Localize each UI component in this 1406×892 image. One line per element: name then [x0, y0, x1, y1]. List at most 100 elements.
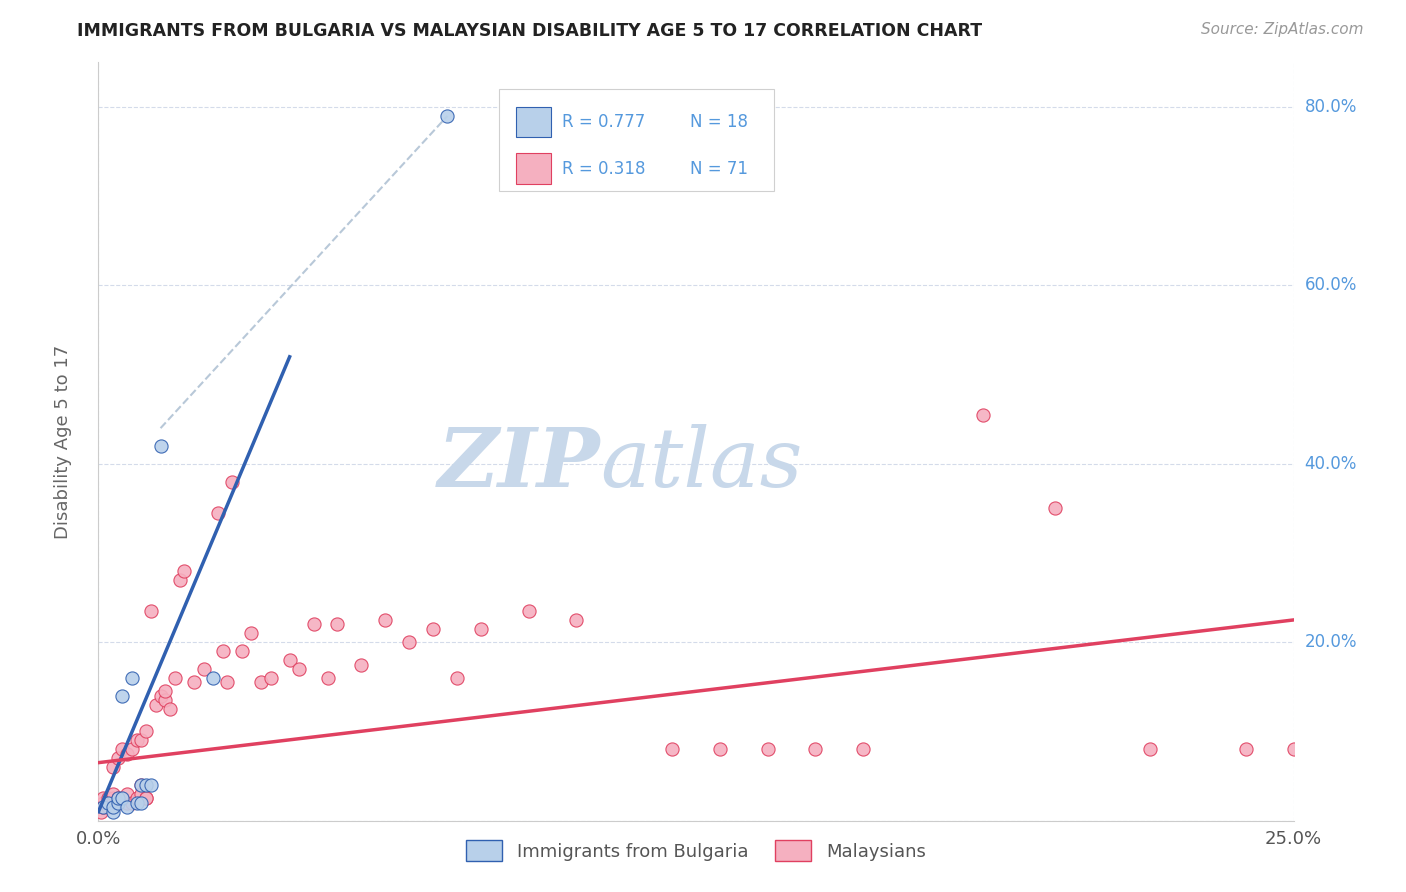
Point — [374, 613, 396, 627]
Point — [107, 796, 129, 810]
Point — [115, 787, 138, 801]
Point — [316, 671, 339, 685]
Point — [135, 724, 157, 739]
Point — [159, 702, 181, 716]
Point — [155, 693, 177, 707]
Point — [97, 791, 120, 805]
Point — [111, 791, 134, 805]
Point — [121, 796, 143, 810]
Point — [91, 796, 114, 810]
Point — [121, 742, 143, 756]
Point — [565, 613, 588, 627]
Point — [193, 662, 215, 676]
Point — [91, 791, 114, 805]
Point — [107, 751, 129, 765]
Text: N = 71: N = 71 — [690, 160, 748, 178]
Text: Source: ZipAtlas.com: Source: ZipAtlas.com — [1201, 22, 1364, 37]
Point — [125, 733, 148, 747]
Point — [1282, 742, 1305, 756]
Text: IMMIGRANTS FROM BULGARIA VS MALAYSIAN DISABILITY AGE 5 TO 17 CORRELATION CHART: IMMIGRANTS FROM BULGARIA VS MALAYSIAN DI… — [77, 22, 983, 40]
Point — [852, 742, 875, 756]
Text: R = 0.777: R = 0.777 — [562, 113, 645, 131]
Point — [111, 689, 134, 703]
Point — [436, 109, 458, 123]
Point — [302, 617, 325, 632]
Point — [135, 791, 157, 805]
Point — [131, 778, 153, 792]
Legend: Immigrants from Bulgaria, Malaysians: Immigrants from Bulgaria, Malaysians — [458, 833, 934, 869]
Point — [97, 796, 120, 810]
Point — [149, 439, 172, 453]
Point — [115, 800, 138, 814]
Point — [661, 742, 683, 756]
Point — [240, 626, 263, 640]
Point — [139, 778, 162, 792]
Point — [517, 604, 540, 618]
Text: 80.0%: 80.0% — [1305, 98, 1357, 116]
Point — [115, 796, 138, 810]
Point — [101, 796, 124, 810]
Point — [111, 791, 134, 805]
Point — [398, 635, 420, 649]
Point — [131, 796, 153, 810]
Point — [422, 622, 444, 636]
Point — [470, 622, 492, 636]
Point — [111, 742, 134, 756]
Point — [804, 742, 827, 756]
Point — [350, 657, 373, 672]
Point — [125, 791, 148, 805]
Point — [139, 604, 162, 618]
Point — [288, 662, 311, 676]
Point — [115, 747, 138, 761]
Point — [101, 800, 124, 814]
Point — [91, 800, 114, 814]
Point — [90, 805, 112, 819]
Y-axis label: Disability Age 5 to 17: Disability Age 5 to 17 — [53, 344, 72, 539]
FancyBboxPatch shape — [499, 89, 773, 191]
Point — [97, 796, 120, 810]
Point — [101, 760, 124, 774]
FancyBboxPatch shape — [516, 107, 551, 137]
Point — [1139, 742, 1161, 756]
Point — [221, 475, 243, 489]
Point — [217, 675, 239, 690]
FancyBboxPatch shape — [516, 153, 551, 184]
Point — [155, 684, 177, 698]
Point — [259, 671, 281, 685]
Point — [149, 689, 172, 703]
Point — [107, 791, 129, 805]
Point — [163, 671, 186, 685]
Point — [202, 671, 225, 685]
Text: ZIP: ZIP — [437, 425, 600, 504]
Point — [709, 742, 731, 756]
Point — [131, 778, 153, 792]
Point — [173, 564, 195, 578]
Text: 20.0%: 20.0% — [1305, 633, 1357, 651]
Point — [107, 791, 129, 805]
Point — [107, 796, 129, 810]
Point — [1043, 501, 1066, 516]
Point — [756, 742, 779, 756]
Point — [135, 778, 157, 792]
Point — [101, 791, 124, 805]
Point — [145, 698, 167, 712]
Point — [91, 800, 114, 814]
Point — [121, 671, 143, 685]
Point — [183, 675, 205, 690]
Point — [326, 617, 349, 632]
Point — [97, 800, 120, 814]
Point — [135, 791, 157, 805]
Point — [169, 573, 191, 587]
Point — [131, 733, 153, 747]
Point — [101, 787, 124, 801]
Point — [972, 408, 994, 422]
Point — [278, 653, 301, 667]
Point — [1234, 742, 1257, 756]
Text: R = 0.318: R = 0.318 — [562, 160, 645, 178]
Point — [125, 796, 148, 810]
Point — [231, 644, 253, 658]
Text: N = 18: N = 18 — [690, 113, 748, 131]
Point — [446, 671, 468, 685]
Point — [207, 506, 229, 520]
Text: 40.0%: 40.0% — [1305, 455, 1357, 473]
